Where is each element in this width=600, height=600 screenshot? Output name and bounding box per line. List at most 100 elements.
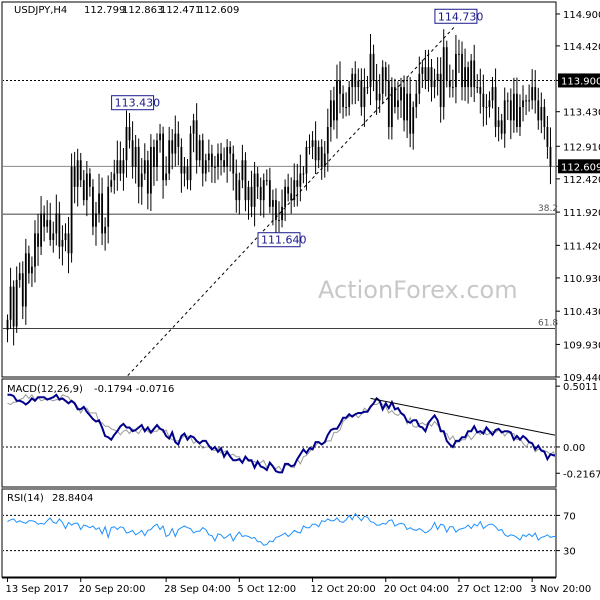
candle-body — [220, 153, 222, 161]
candle-body — [366, 87, 369, 89]
candle-body — [302, 173, 305, 175]
candle-body — [64, 233, 67, 241]
candle-body — [162, 133, 164, 181]
candle-body — [268, 180, 271, 207]
candle-body — [375, 80, 378, 101]
price-tick-label: 113.900 — [561, 76, 600, 87]
candle-body — [131, 140, 134, 167]
candle-body — [92, 186, 94, 227]
candle-body — [34, 233, 36, 267]
candle-body — [15, 279, 18, 327]
candle-body — [470, 60, 473, 88]
candle-body — [284, 186, 287, 207]
candle-body — [149, 146, 152, 194]
candle-body — [287, 186, 290, 194]
candle-body — [506, 100, 509, 102]
rsi-tick-label: 30 — [563, 547, 576, 558]
candle-body — [427, 67, 430, 81]
candle-body — [317, 146, 320, 161]
candle-body — [165, 173, 168, 181]
candle-body — [104, 226, 107, 234]
price-tick-highlight — [558, 159, 600, 174]
candle-body — [27, 253, 30, 274]
candle-body — [473, 60, 476, 88]
candle-body — [537, 100, 540, 121]
candle-body — [485, 107, 488, 109]
candle-body — [180, 146, 183, 174]
candle-body — [232, 153, 235, 174]
rsi-line — [7, 512, 555, 546]
candle-body — [369, 53, 372, 88]
header-symbol: USDJPY,H4 — [14, 5, 67, 16]
candle-body — [229, 146, 232, 154]
fib-level-label: 38.2 — [538, 204, 558, 214]
candle-body — [88, 173, 91, 187]
price-panel-frame — [1, 1, 557, 378]
candle-body — [540, 107, 543, 121]
candle-body — [82, 180, 85, 201]
candle-body — [159, 133, 161, 141]
x-tick-label: 20 Oct 04:00 — [384, 584, 449, 595]
candle-body — [299, 173, 302, 187]
x-tick-label: 27 Oct 12:00 — [457, 584, 522, 595]
macd-line — [7, 393, 555, 474]
candle-body — [278, 220, 280, 222]
candle-body — [357, 80, 360, 88]
candle-body — [528, 100, 531, 102]
candle-body — [238, 180, 241, 201]
macd-tick-label: 0.5011 — [563, 382, 598, 393]
candle-body — [442, 47, 445, 108]
candle-body — [476, 87, 479, 89]
candle-body — [207, 153, 210, 161]
candle-body — [293, 180, 296, 201]
candle-body — [372, 53, 375, 81]
candle-body — [31, 266, 33, 274]
candle-body — [143, 160, 146, 174]
candle-body — [183, 166, 186, 174]
candle-body — [40, 213, 42, 247]
candle-body — [512, 93, 515, 121]
candle-body — [549, 146, 552, 167]
macd-title: MACD(12,26,9) — [7, 384, 83, 395]
macd-plot-group — [3, 393, 555, 474]
candle-body — [381, 67, 384, 94]
candle-body — [79, 160, 82, 181]
candle-body — [171, 140, 174, 154]
price-annotation-label: 114.730 — [438, 10, 484, 23]
header-close: 112.609 — [198, 5, 239, 16]
candle-body — [305, 146, 308, 174]
candle-body — [226, 146, 229, 167]
candle-body — [329, 100, 332, 127]
candle-body — [259, 186, 262, 201]
candle-body — [430, 67, 433, 88]
price-tick-label: 110.430 — [563, 307, 600, 318]
candle-body — [296, 180, 299, 187]
candle-body — [345, 107, 348, 109]
candle-body — [116, 160, 119, 174]
candle-body — [214, 166, 216, 168]
candle-body — [451, 87, 454, 89]
candle-body — [281, 206, 283, 221]
candle-body — [339, 80, 341, 94]
candle-body — [174, 133, 177, 154]
candle-body — [458, 53, 460, 55]
candle-body — [18, 273, 21, 280]
candle-body — [360, 80, 363, 108]
price-tick-label: 113.430 — [563, 108, 600, 119]
candle-body — [6, 319, 9, 330]
candle-body — [525, 100, 527, 102]
price-tick-label: 112.910 — [563, 142, 600, 153]
candle-body — [424, 67, 427, 81]
candle-body — [323, 153, 326, 167]
candle-body — [156, 140, 158, 167]
candle-body — [55, 213, 58, 234]
candle-body — [406, 93, 409, 121]
price-tick-label: 110.930 — [563, 274, 600, 285]
candle-body — [140, 173, 143, 187]
price-tick-label: 114.900 — [563, 10, 600, 21]
candle-body — [107, 186, 110, 227]
macd-tick-label: 0.00 — [563, 443, 585, 454]
candle-body — [265, 180, 268, 182]
